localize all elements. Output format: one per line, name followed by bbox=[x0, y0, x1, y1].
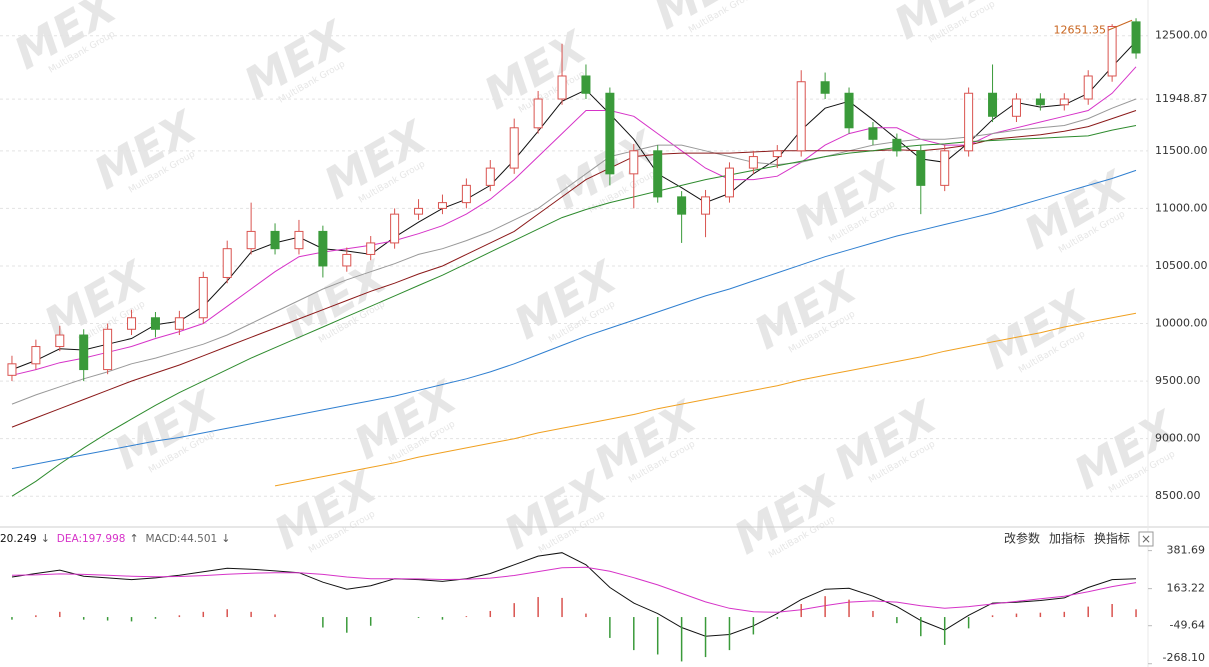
candle-body bbox=[342, 253, 352, 267]
candle-body bbox=[964, 92, 974, 152]
candle-body bbox=[7, 363, 17, 376]
candle-body bbox=[701, 196, 711, 215]
toolbar-button[interactable]: 改参数 bbox=[1004, 531, 1040, 546]
y-tick-label: -268.10 bbox=[1163, 651, 1205, 664]
y-tick-label: 10500.00 bbox=[1155, 259, 1208, 272]
legend-text: DEA:197.998 bbox=[57, 533, 126, 545]
y-tick-label: 9000.00 bbox=[1155, 432, 1201, 445]
ma-line bbox=[11, 169, 1137, 470]
y-tick-label: -49.64 bbox=[1170, 619, 1205, 632]
toolbar-button[interactable]: 加指标 bbox=[1049, 531, 1085, 546]
legend-arrow: ↓ bbox=[41, 532, 50, 545]
y-tick-label: 11000.00 bbox=[1155, 201, 1208, 214]
y-tick-label: 9500.00 bbox=[1155, 374, 1201, 387]
candle-body bbox=[150, 317, 160, 330]
ma-line bbox=[11, 110, 1137, 428]
y-tick-label: 11500.00 bbox=[1155, 144, 1208, 157]
high-pointer bbox=[1107, 19, 1133, 31]
candle-body bbox=[1083, 75, 1093, 100]
candle-body bbox=[1107, 25, 1117, 77]
candle-body bbox=[485, 167, 495, 186]
legend-arrow: ↓ bbox=[221, 532, 230, 545]
candle-body bbox=[366, 242, 376, 255]
candle-body bbox=[772, 150, 782, 158]
y-tick-label: 10000.00 bbox=[1155, 317, 1208, 330]
candle-body bbox=[174, 317, 184, 330]
candle-body bbox=[270, 230, 280, 250]
candle-body bbox=[294, 230, 304, 250]
legend-text: MACD:44.501 bbox=[145, 533, 217, 545]
candle-body bbox=[79, 334, 89, 371]
candle-body bbox=[55, 334, 65, 348]
candle-body bbox=[318, 230, 328, 267]
candle-body bbox=[509, 127, 519, 169]
candle-body bbox=[1059, 98, 1069, 106]
candle-body bbox=[246, 230, 256, 250]
candle-body bbox=[796, 81, 806, 152]
y-tick-label: 12500.00 bbox=[1155, 29, 1208, 42]
close-button[interactable]: × bbox=[1141, 532, 1151, 546]
candle-body bbox=[198, 276, 208, 319]
macd-line bbox=[11, 552, 1137, 637]
candle-body bbox=[605, 92, 615, 175]
close-box bbox=[1138, 531, 1154, 547]
candle-body bbox=[653, 150, 663, 198]
candle-body bbox=[414, 207, 424, 215]
ma-line bbox=[11, 66, 1137, 376]
candle-body bbox=[461, 184, 471, 204]
candle-body bbox=[533, 98, 543, 129]
candle-body bbox=[940, 150, 950, 186]
candle-body bbox=[677, 196, 687, 215]
candle-body bbox=[222, 248, 232, 278]
candle-body bbox=[127, 317, 137, 330]
ma-line bbox=[274, 312, 1137, 487]
candle-body bbox=[892, 138, 902, 152]
candle-body bbox=[988, 92, 998, 117]
candle-body bbox=[1011, 98, 1021, 117]
macd-line bbox=[11, 566, 1137, 613]
candle-body bbox=[629, 150, 639, 175]
y-tick-label: 381.69 bbox=[1167, 544, 1206, 557]
candle-body bbox=[916, 150, 926, 186]
candle-body bbox=[748, 156, 758, 169]
candle-body bbox=[581, 75, 591, 94]
candle-body bbox=[844, 92, 854, 129]
ma-line bbox=[11, 98, 1137, 405]
candle-body bbox=[1131, 21, 1141, 54]
candle-body bbox=[557, 75, 567, 100]
candle-body bbox=[820, 81, 830, 94]
y-tick-label: 163.22 bbox=[1167, 582, 1206, 595]
y-tick-label: 11948.87 bbox=[1155, 92, 1208, 105]
candle-body bbox=[1035, 98, 1045, 106]
ma-line bbox=[11, 125, 1137, 497]
candle-body bbox=[31, 346, 41, 365]
legend-text: 20.249 bbox=[0, 533, 37, 545]
candle-body bbox=[437, 202, 447, 209]
candle-body bbox=[103, 328, 113, 371]
candle-body bbox=[724, 167, 734, 198]
high-label: 12651.35 bbox=[1054, 23, 1107, 36]
y-tick-label: 8500.00 bbox=[1155, 489, 1201, 502]
candle-body bbox=[868, 127, 878, 140]
candle-body bbox=[390, 213, 400, 244]
legend-arrow: ↑ bbox=[129, 532, 138, 545]
toolbar-button[interactable]: 换指标 bbox=[1094, 531, 1130, 546]
